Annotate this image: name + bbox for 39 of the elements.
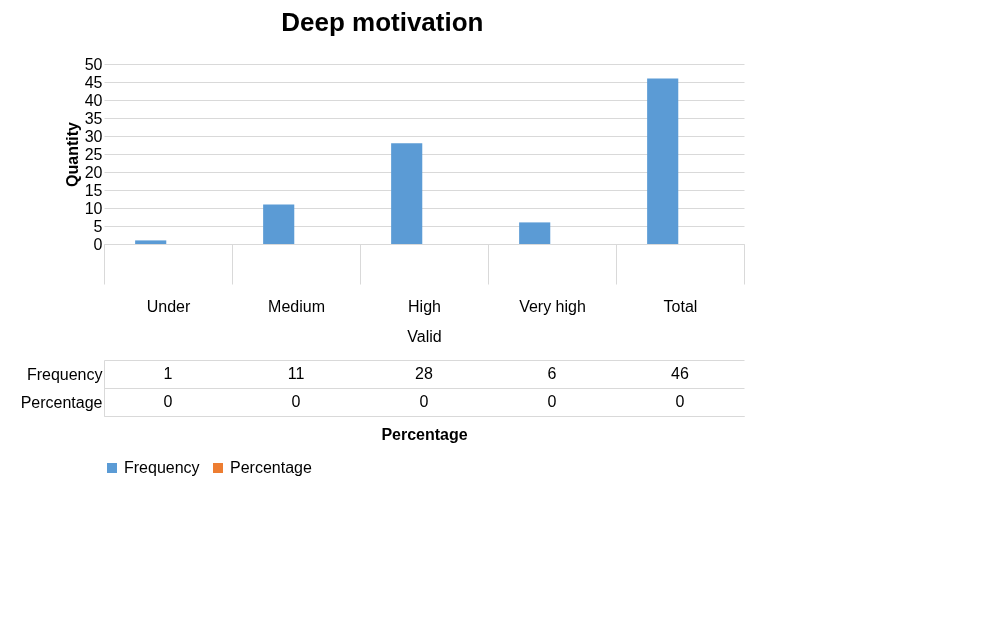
- data-label: 11: [287, 365, 305, 382]
- x-tick-label: Under: [146, 297, 191, 315]
- y-tick-label: 35: [84, 109, 103, 127]
- data-label: 0: [163, 393, 173, 410]
- data-label: 0: [675, 393, 685, 410]
- x-tick-label: Medium: [268, 297, 325, 315]
- bar: [391, 143, 423, 244]
- text: Percentage: [20, 393, 103, 411]
- data-label: 28: [415, 365, 433, 382]
- bar: [519, 222, 551, 244]
- chart-title: Deep motivation: [281, 7, 484, 37]
- y-tick-label: 0: [93, 235, 103, 253]
- x-tick-label: High: [408, 297, 441, 315]
- y-tick-label: 15: [84, 181, 103, 199]
- data-label: 1: [163, 365, 173, 382]
- data-label: 0: [547, 393, 557, 410]
- y-tick-label: 25: [84, 145, 103, 163]
- y-tick-label: 40: [84, 91, 103, 109]
- y-tick-label: 20: [84, 163, 103, 181]
- text: Percentage: [381, 425, 468, 443]
- data-label: 0: [419, 393, 429, 410]
- x-tick-label: Total: [663, 297, 698, 315]
- y-tick-label: 5: [93, 217, 103, 235]
- y-axis-title: Quantity: [63, 121, 81, 187]
- bar: [263, 204, 295, 244]
- x-tick-label: Very high: [519, 297, 586, 315]
- legend-label: Frequency: [124, 459, 200, 476]
- data-label: 6: [547, 365, 557, 382]
- y-tick-label: 50: [84, 55, 103, 73]
- text: Frequency: [26, 365, 103, 383]
- bar: [647, 78, 679, 244]
- legend-label: Percentage: [230, 459, 312, 476]
- y-tick-label: 45: [84, 73, 103, 91]
- bar: [135, 240, 167, 244]
- data-label: 0: [291, 393, 301, 410]
- data-label: 46: [671, 365, 689, 382]
- y-tick-label: 10: [84, 199, 103, 217]
- y-tick-label: 30: [84, 127, 103, 145]
- text: Valid: [407, 327, 442, 345]
